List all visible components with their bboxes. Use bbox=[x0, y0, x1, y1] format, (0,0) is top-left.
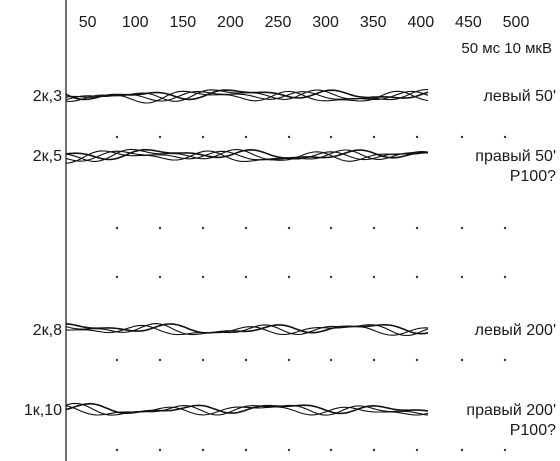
grid-dot bbox=[372, 358, 376, 362]
dotted-grid bbox=[115, 135, 507, 452]
grid-dot bbox=[329, 226, 333, 230]
grid-dot bbox=[329, 135, 333, 139]
grid-dot bbox=[503, 275, 507, 279]
trace-line bbox=[65, 150, 429, 162]
grid-dot bbox=[158, 275, 162, 279]
trace-row-2: 2к,5 правый 50' P100? bbox=[33, 148, 556, 185]
grid-dot bbox=[372, 135, 376, 139]
grid-dot bbox=[244, 448, 248, 452]
grid-dot bbox=[115, 358, 119, 362]
grid-dot bbox=[415, 226, 419, 230]
trace-line bbox=[65, 323, 429, 335]
grid-dot bbox=[329, 275, 333, 279]
condition-label: правый 200' bbox=[466, 402, 556, 419]
grid-dot bbox=[287, 358, 291, 362]
grid-dot bbox=[244, 226, 248, 230]
trace-line bbox=[65, 90, 429, 104]
grid-dot bbox=[244, 358, 248, 362]
x-tick-label-200: 200 bbox=[217, 14, 244, 31]
trace-row-1: 2к,3 левый 50' bbox=[33, 88, 556, 105]
grid-dot bbox=[115, 275, 119, 279]
grid-dot bbox=[201, 135, 205, 139]
trace-line bbox=[65, 405, 429, 416]
grid-dot bbox=[158, 226, 162, 230]
row-label: 2к,5 bbox=[33, 148, 62, 165]
trace-line bbox=[65, 323, 429, 337]
row-label: 2к,8 bbox=[33, 322, 62, 339]
grid-dot bbox=[460, 135, 464, 139]
x-tick-label-500: 500 bbox=[503, 14, 530, 31]
trace-line bbox=[65, 90, 429, 102]
x-tick-label-400: 400 bbox=[407, 14, 434, 31]
trace-line bbox=[65, 88, 429, 102]
trace-row-4: 1к,10 правый 200' P100? bbox=[24, 402, 556, 439]
condition-label: левый 50' bbox=[484, 88, 556, 105]
grid-dot bbox=[503, 358, 507, 362]
grid-dot bbox=[415, 358, 419, 362]
grid-dot bbox=[287, 448, 291, 452]
x-tick-label-300: 300 bbox=[312, 14, 339, 31]
x-tick-label-100: 100 bbox=[122, 14, 149, 31]
x-tick-label-350: 350 bbox=[360, 14, 387, 31]
grid-dot bbox=[415, 448, 419, 452]
grid-dot bbox=[115, 226, 119, 230]
condition-label: правый 50' bbox=[475, 148, 556, 165]
trace-row-3: 2к,8 левый 200' bbox=[33, 322, 556, 339]
grid-dot bbox=[503, 135, 507, 139]
condition-label: P100? bbox=[510, 422, 556, 439]
grid-dot bbox=[460, 275, 464, 279]
grid-dot bbox=[115, 448, 119, 452]
trace-line bbox=[65, 402, 429, 416]
grid-dot bbox=[287, 275, 291, 279]
grid-dot bbox=[201, 448, 205, 452]
grid-dot bbox=[287, 226, 291, 230]
grid-dot bbox=[201, 275, 205, 279]
grid-dot bbox=[460, 226, 464, 230]
grid-dot bbox=[287, 135, 291, 139]
grid-dot bbox=[503, 226, 507, 230]
scale-note: 50 мс 10 мкВ bbox=[461, 40, 552, 57]
grid-dot bbox=[158, 358, 162, 362]
grid-dot bbox=[201, 226, 205, 230]
row-label: 2к,3 bbox=[33, 88, 62, 105]
condition-label: P100? bbox=[510, 168, 556, 185]
grid-dot bbox=[244, 135, 248, 139]
grid-dot bbox=[329, 358, 333, 362]
grid-dot bbox=[244, 275, 248, 279]
grid-dot bbox=[372, 226, 376, 230]
x-tick-label-50: 50 bbox=[79, 14, 97, 31]
trace-line bbox=[65, 324, 429, 336]
grid-dot bbox=[460, 448, 464, 452]
grid-dot bbox=[201, 358, 205, 362]
trace-rows: 2к,3 левый 50' 2к,5 правый 50' P100? 2к,8 левы… bbox=[24, 88, 556, 439]
x-tick-label-450: 450 bbox=[455, 14, 482, 31]
x-tick-label-150: 150 bbox=[169, 14, 196, 31]
trace-line bbox=[65, 150, 429, 164]
grid-dot bbox=[415, 275, 419, 279]
grid-dot bbox=[460, 358, 464, 362]
grid-dot bbox=[158, 135, 162, 139]
grid-dot bbox=[158, 448, 162, 452]
grid-dot bbox=[503, 448, 507, 452]
grid-dot bbox=[372, 448, 376, 452]
grid-dot bbox=[372, 275, 376, 279]
condition-label: левый 200' bbox=[475, 322, 556, 339]
grid-dot bbox=[329, 448, 333, 452]
grid-dot bbox=[415, 135, 419, 139]
grid-dot bbox=[115, 135, 119, 139]
row-label: 1к,10 bbox=[24, 402, 62, 419]
x-tick-labels: 50 100 150 200 250 300 350 400 450 500 bbox=[79, 14, 530, 31]
x-tick-label-250: 250 bbox=[265, 14, 292, 31]
